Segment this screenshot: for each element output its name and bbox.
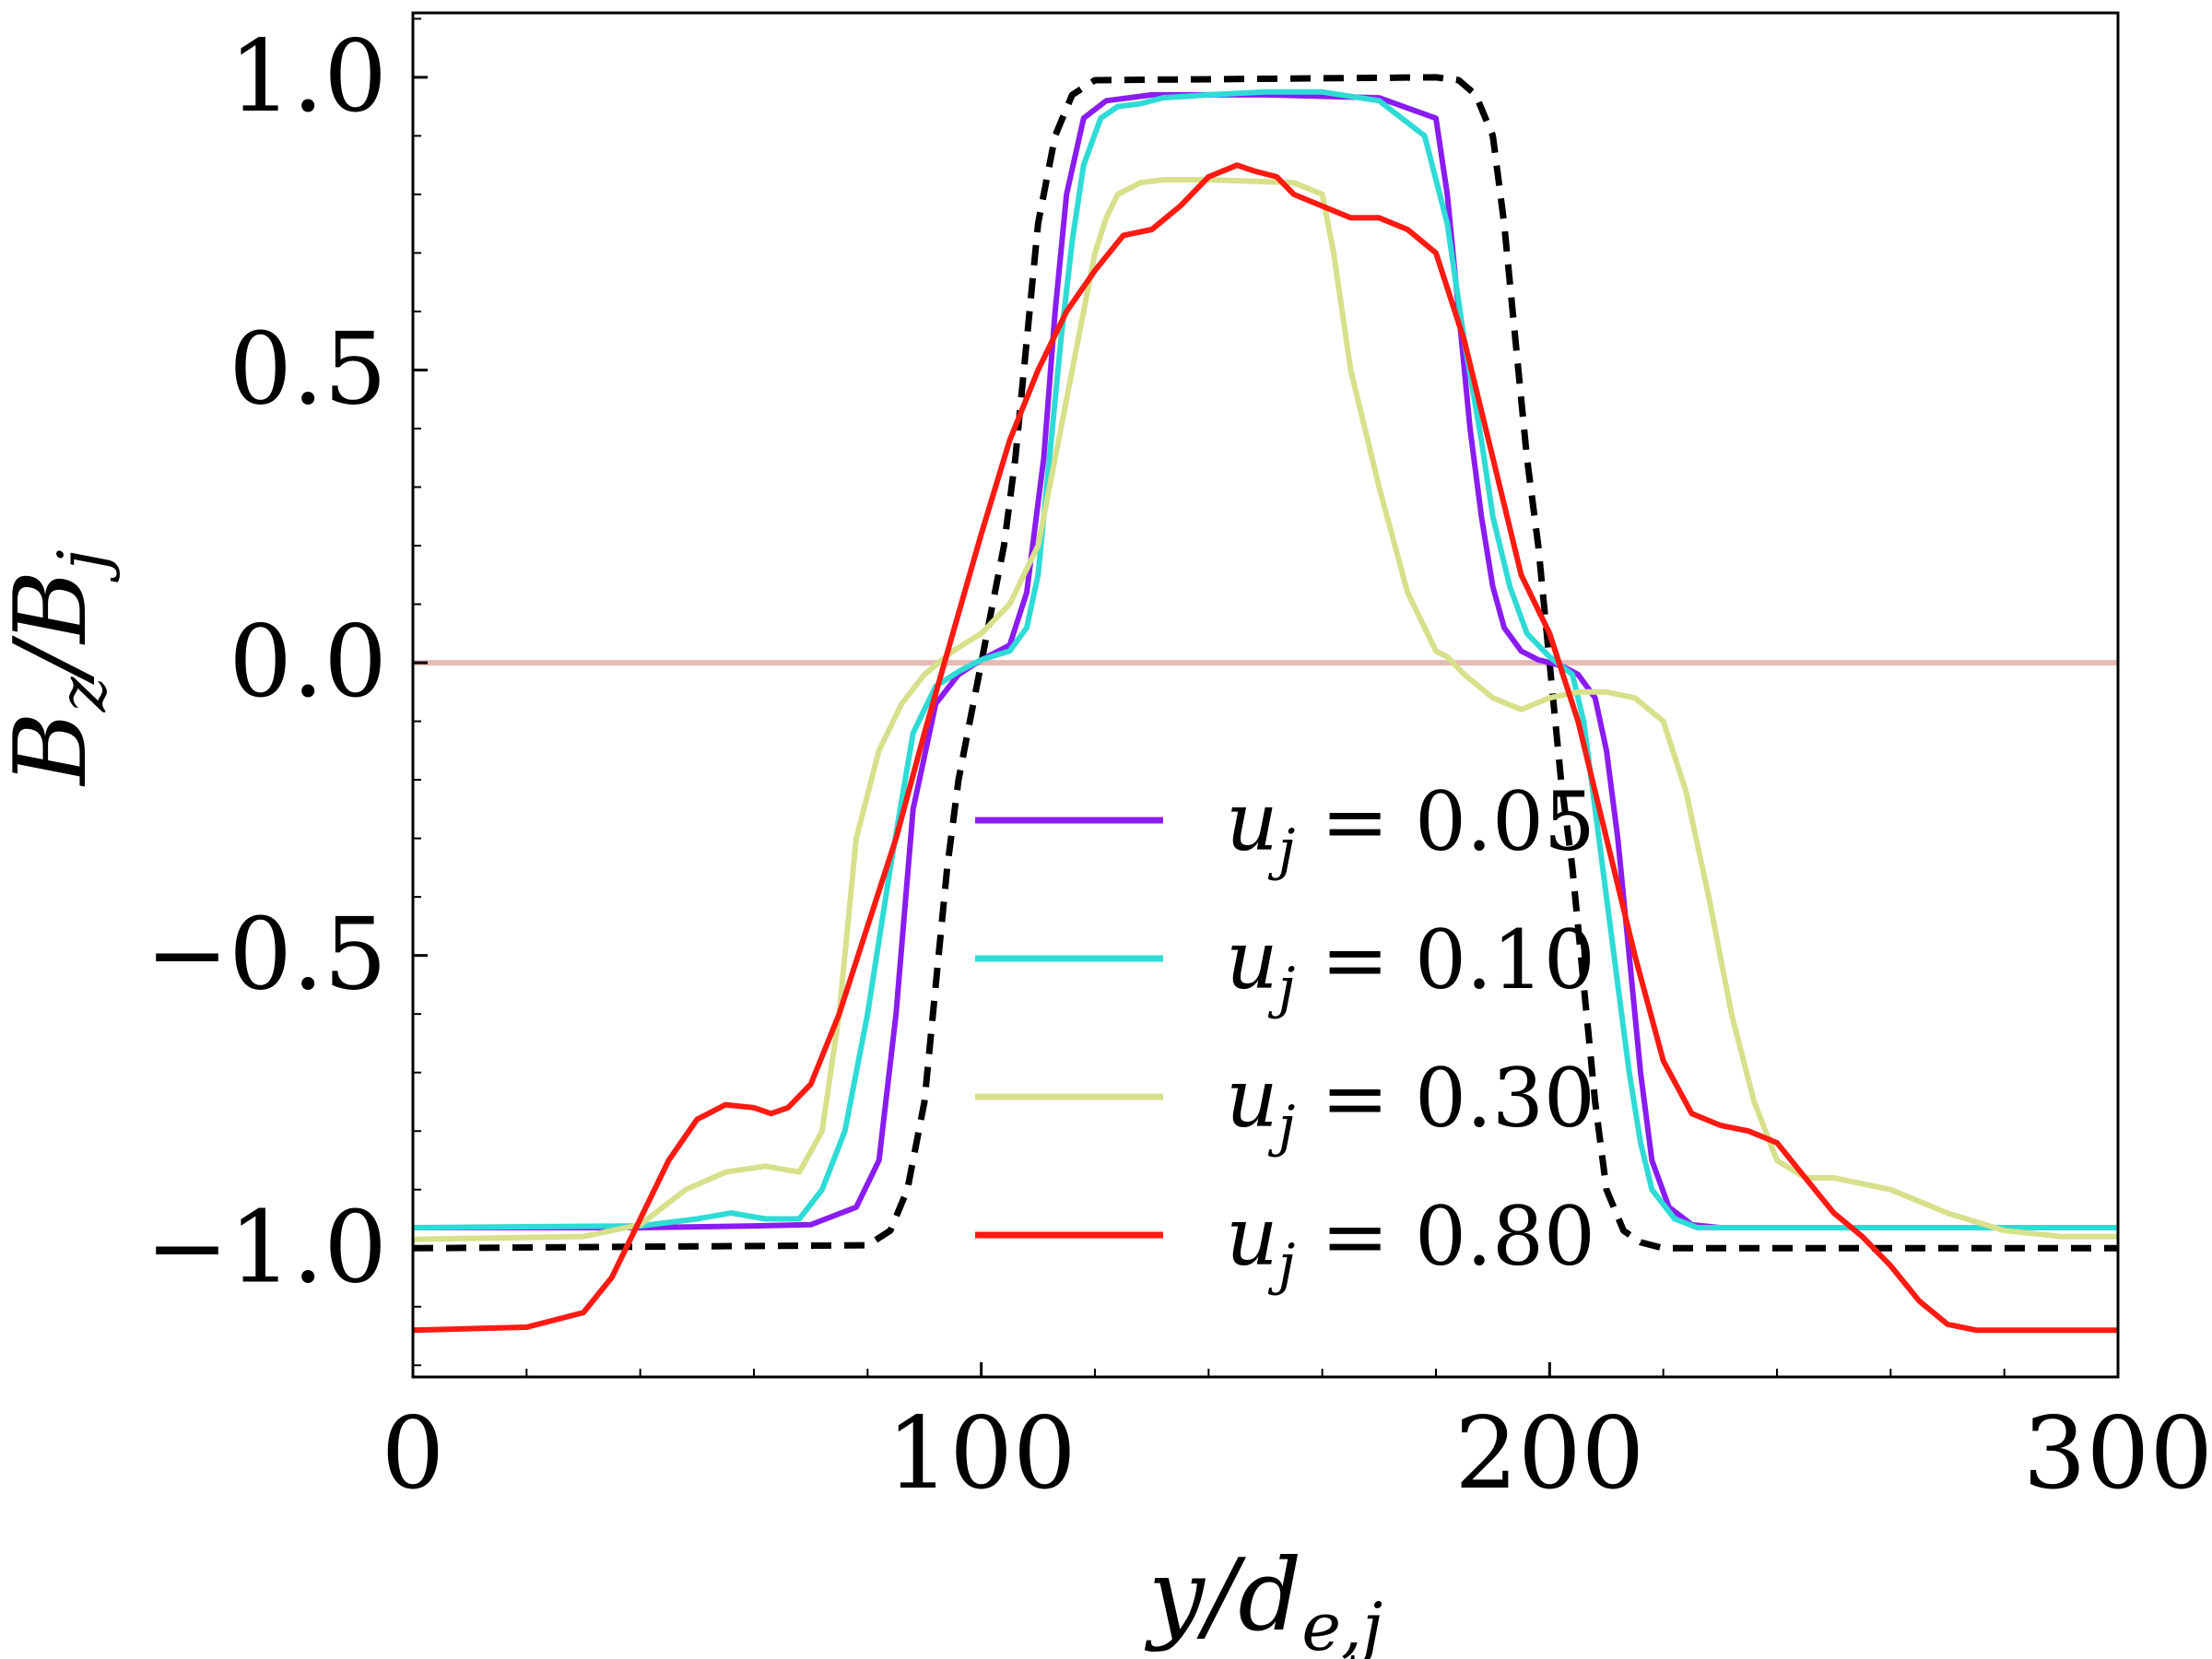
x-tick-label: 300 <box>2023 1396 2212 1512</box>
legend-label: uj = 0.10 <box>1226 912 1595 1020</box>
legend-label: uj = 0.80 <box>1226 1189 1595 1297</box>
y-tick-label: −1.0 <box>146 1190 387 1305</box>
y-axis-title: Bz/Bj <box>0 549 121 786</box>
series-line-uj-005 <box>413 91 2118 1230</box>
x-tick-label: 200 <box>1454 1396 1644 1512</box>
y-tick-label: 0.5 <box>229 312 387 427</box>
legend-entry: uj = 0.80 <box>975 1189 1595 1297</box>
x-tick-label: 100 <box>887 1396 1077 1512</box>
plot-frame <box>411 11 2120 1379</box>
series-line-uj-030 <box>413 177 2118 1242</box>
legend-entry: uj = 0.05 <box>975 774 1595 882</box>
legend-entry: uj = 0.30 <box>975 1051 1595 1159</box>
x-tick-label: 0 <box>382 1396 445 1512</box>
series-line-initial-profile <box>413 74 2118 1252</box>
y-tick-label: −0.5 <box>146 898 387 1013</box>
x-axis-title: y/de,j <box>1144 1538 1382 1659</box>
series-line-uj-080 <box>413 162 2118 1334</box>
legend-label: uj = 0.05 <box>1226 774 1595 882</box>
y-tick-label: 1.0 <box>229 19 387 135</box>
legend-entry: uj = 0.10 <box>975 912 1595 1020</box>
y-tick-label: 0.0 <box>229 605 387 720</box>
series-line-uj-010 <box>413 88 2118 1230</box>
legend-label: uj = 0.30 <box>1226 1051 1595 1159</box>
